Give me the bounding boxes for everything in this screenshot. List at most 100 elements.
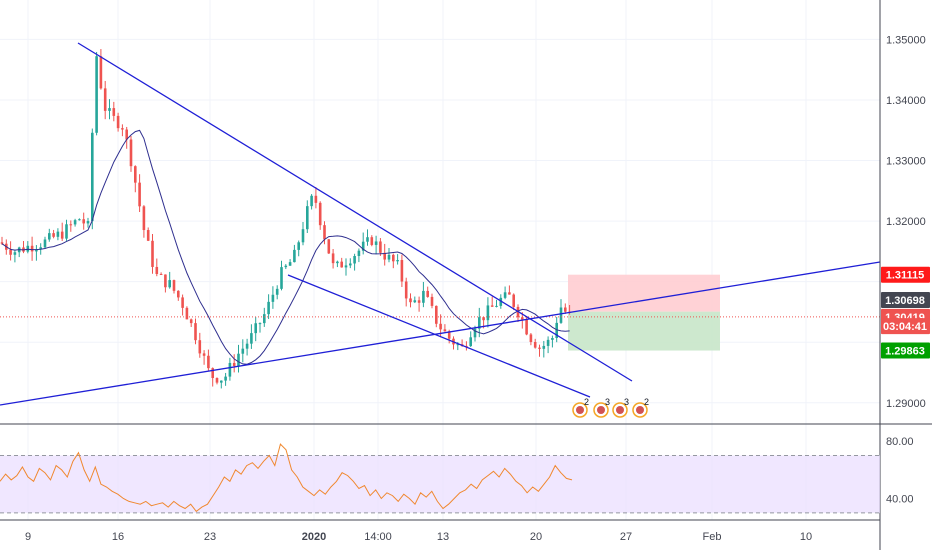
- candle-body: [254, 323, 257, 334]
- candle-body: [129, 139, 133, 167]
- candle-body: [245, 343, 249, 349]
- candle-body: [52, 233, 55, 237]
- candle-body: [366, 237, 369, 242]
- candle-body: [35, 249, 38, 252]
- event-marker[interactable]: 3: [612, 397, 629, 418]
- candle-body: [189, 319, 193, 324]
- candle-body: [164, 274, 167, 288]
- time-tick-label: 14:00: [364, 531, 392, 543]
- candle-body: [99, 56, 103, 89]
- candle-body: [486, 305, 490, 321]
- candle-body: [443, 329, 447, 332]
- candle-body: [267, 301, 270, 315]
- candle-body: [250, 333, 253, 344]
- candle-body: [306, 206, 309, 230]
- candle-body: [91, 132, 94, 222]
- event-count: 2: [584, 397, 589, 407]
- event-marker[interactable]: 2: [632, 397, 649, 418]
- rsi-axis[interactable]: 80.00 40.00: [886, 436, 914, 505]
- candle-body: [26, 245, 30, 252]
- candle-body: [314, 195, 318, 203]
- candle-body: [310, 195, 313, 207]
- candle-body: [495, 305, 498, 307]
- candle-body: [56, 231, 60, 237]
- event-marker[interactable]: 3: [593, 397, 610, 418]
- candle-body: [237, 353, 240, 366]
- candle-body: [387, 254, 391, 260]
- candle-body: [538, 347, 541, 349]
- candle-body: [263, 314, 266, 324]
- candle-body: [73, 220, 77, 225]
- candle-body: [336, 261, 339, 264]
- candle-body: [194, 323, 197, 341]
- candle-body: [30, 245, 34, 252]
- price-tag-label: 03:04:41: [883, 321, 927, 333]
- event-marker[interactable]: 2: [572, 397, 589, 418]
- candle-body: [422, 290, 425, 303]
- candle-body: [383, 252, 386, 260]
- candle-body: [9, 249, 12, 255]
- candle-body: [168, 280, 171, 288]
- candle-body: [318, 202, 322, 226]
- candle-body: [564, 307, 567, 312]
- time-tick-label: 27: [620, 531, 632, 543]
- candle-body: [185, 307, 189, 320]
- time-tick-label: 23: [204, 531, 216, 543]
- candle-body: [211, 368, 214, 379]
- candle-body: [555, 322, 558, 339]
- candle-body: [478, 317, 481, 329]
- candle-body: [151, 240, 154, 267]
- candle-body: [456, 344, 460, 346]
- lower-trendline[interactable]: [287, 274, 591, 398]
- upper-trendline[interactable]: [77, 42, 633, 382]
- candle-body: [512, 294, 515, 307]
- rising-support-trendline[interactable]: [0, 261, 881, 406]
- candle-body: [198, 340, 202, 354]
- rsi-tick-label: 40.00: [886, 494, 914, 506]
- candle-body: [0, 242, 4, 244]
- price-axis[interactable]: 1.35000 1.34000 1.33000 1.32000 1.29000: [886, 34, 926, 409]
- price-tick-label: 1.33000: [886, 156, 926, 168]
- candle-body: [116, 115, 120, 129]
- candle-body: [293, 249, 296, 263]
- candle-body: [499, 297, 503, 306]
- take-profit-zone[interactable]: [568, 311, 720, 351]
- time-tick-label: 9: [25, 531, 31, 543]
- event-count: 3: [605, 397, 610, 407]
- economic-event-markers[interactable]: 2 3 3 2: [572, 397, 649, 418]
- price-tag: 1.31115: [881, 266, 930, 283]
- candle-body: [232, 362, 236, 366]
- candle-body: [340, 261, 343, 268]
- candle-body: [207, 355, 210, 369]
- candle-body: [301, 229, 305, 243]
- candle-body: [241, 348, 245, 354]
- candle-body: [258, 323, 262, 325]
- time-axis[interactable]: 9 16 23 2020 14:00 13 20 27 Feb 10: [25, 531, 812, 543]
- price-tag-label: 1.29863: [885, 346, 925, 358]
- candle-body: [146, 230, 150, 241]
- candle-body: [490, 305, 494, 307]
- rsi-line: [0, 443, 573, 513]
- price-tick-label: 1.32000: [886, 216, 926, 228]
- price-tag: 03:04:41: [881, 318, 930, 335]
- candle-body: [39, 247, 42, 250]
- candle-body: [400, 260, 404, 282]
- candle-body: [559, 307, 563, 323]
- chart-grid: [0, 0, 880, 520]
- candle-body: [228, 362, 232, 377]
- price-tag-label: 1.31115: [886, 270, 925, 282]
- price-tag: 1.29863: [881, 342, 930, 359]
- event-count: 3: [624, 397, 629, 407]
- candle-body: [288, 262, 292, 266]
- price-tick-label: 1.34000: [886, 95, 926, 107]
- candle-body: [521, 317, 524, 320]
- candle-body: [370, 237, 374, 245]
- stop-loss-zone[interactable]: [568, 274, 720, 312]
- candle-body: [344, 265, 348, 268]
- moving-average-line: [1, 129, 570, 365]
- candle-body: [323, 225, 326, 240]
- candle-body: [426, 290, 429, 297]
- candle-body: [529, 334, 533, 343]
